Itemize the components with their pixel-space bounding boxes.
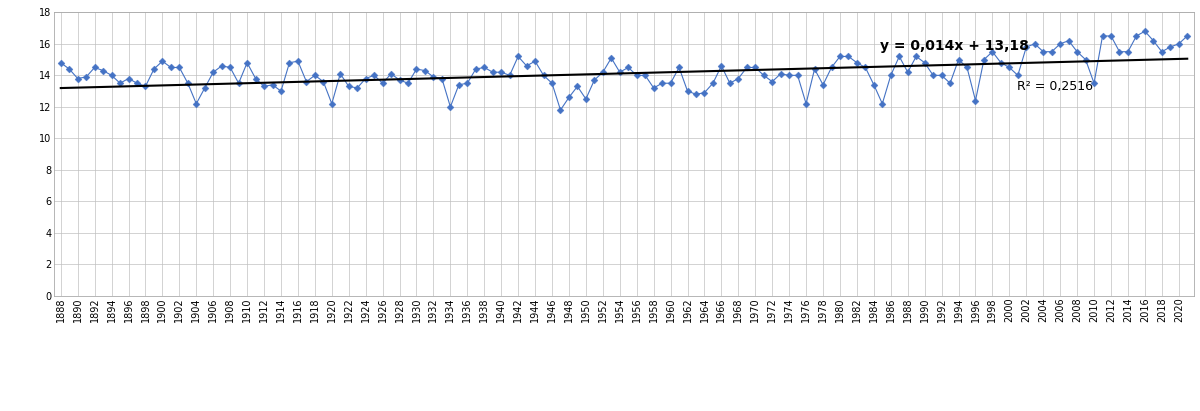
Text: y = 0,014x + 13,18: y = 0,014x + 13,18 [881, 39, 1030, 53]
Text: R² = 0,2516: R² = 0,2516 [1018, 80, 1093, 92]
